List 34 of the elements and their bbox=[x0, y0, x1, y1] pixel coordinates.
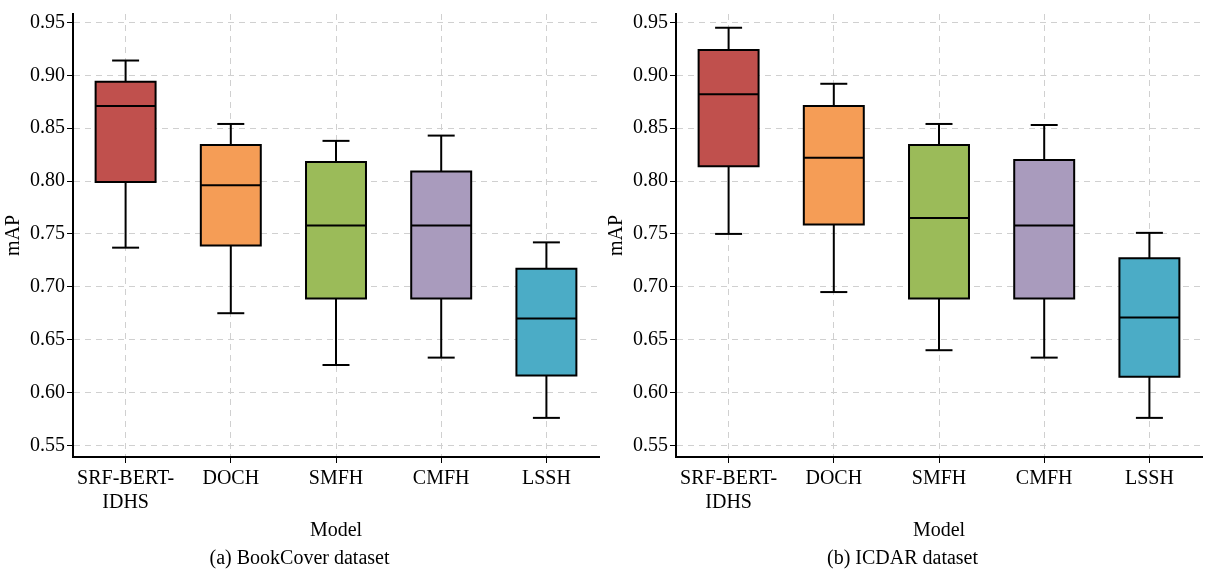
y-tick-label: 0.65 bbox=[30, 326, 65, 349]
x-axis-title: Model bbox=[912, 518, 966, 541]
text: (b) ICDAR dataset bbox=[826, 546, 979, 570]
y-axis-title: mAP bbox=[1, 214, 24, 257]
y-tick-label: 0.95 bbox=[30, 9, 65, 32]
y-tick-label: 0.85 bbox=[30, 115, 65, 138]
x-tick-label: CMFH bbox=[1015, 466, 1073, 489]
y-axis-title: mAP bbox=[604, 214, 627, 257]
y-tick-label: 0.55 bbox=[30, 432, 65, 455]
y-tick-label: 0.90 bbox=[633, 62, 668, 85]
y-tick-label: 0.75 bbox=[633, 221, 668, 244]
x-tick-label: DOCH bbox=[805, 466, 863, 489]
x-tick-label: SMFH bbox=[911, 466, 967, 489]
y-tick-label: 0.65 bbox=[633, 326, 668, 349]
x-tick-label: SMFH bbox=[308, 466, 364, 489]
y-tick-label: 0.90 bbox=[30, 62, 65, 85]
text: (a) BookCover dataset bbox=[209, 546, 390, 570]
x-tick-label: LSSH bbox=[521, 466, 571, 489]
x-tick-label: SRF-BERT-IDHS bbox=[77, 466, 175, 513]
x-axis-title: Model bbox=[309, 518, 363, 541]
x-tick-label: SRF-BERT-IDHS bbox=[680, 466, 778, 513]
y-tick-label: 0.70 bbox=[633, 274, 668, 297]
y-tick-label: 0.75 bbox=[30, 221, 65, 244]
y-tick-label: 0.60 bbox=[633, 379, 668, 402]
x-tick-label: CMFH bbox=[412, 466, 470, 489]
y-tick-label: 0.80 bbox=[30, 168, 65, 191]
y-tick-label: 0.60 bbox=[30, 379, 65, 402]
y-tick-label: 0.80 bbox=[633, 168, 668, 191]
x-tick-label: LSSH bbox=[1124, 466, 1174, 489]
y-tick-label: 0.95 bbox=[633, 9, 668, 32]
x-tick-label: DOCH bbox=[202, 466, 260, 489]
y-tick-label: 0.55 bbox=[633, 432, 668, 455]
y-tick-label: 0.85 bbox=[633, 115, 668, 138]
y-tick-label: 0.70 bbox=[30, 274, 65, 297]
